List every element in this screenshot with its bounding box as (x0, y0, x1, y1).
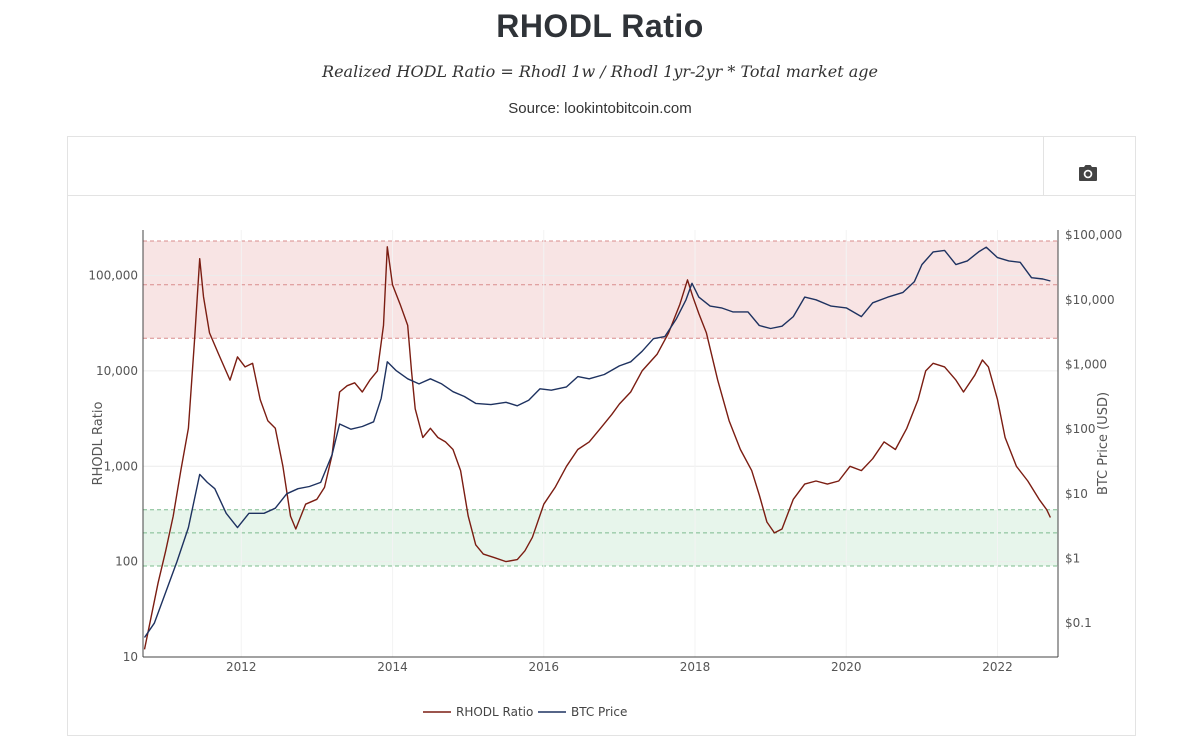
y2-tick-label: $0.1 (1065, 616, 1092, 630)
chart-card (67, 136, 1136, 736)
zone-bands (143, 240, 1058, 567)
y-tick-label: 100,000 (88, 269, 138, 283)
legend-item-btc: BTC Price (571, 705, 627, 719)
chart-axes (142, 230, 1059, 658)
axis-labels: 10 100 1,000 10,000 100,000 $0.1 $1 $10 $100 $1,0… (88, 228, 1122, 674)
chart-series (143, 246, 1052, 650)
y2-tick-label: $1 (1065, 552, 1080, 566)
btc-price-line (143, 246, 1051, 638)
y-axis-title: RHODL Ratio (91, 402, 106, 486)
x-tick-label: 2016 (529, 660, 560, 674)
x-tick-label: 2022 (982, 660, 1013, 674)
formula-subtitle: Realized HODL Ratio = Rhodl 1w / Rhodl 1… (322, 62, 878, 81)
y2-axis-title: BTC Price (USD) (1096, 392, 1111, 495)
grid-lines (143, 230, 1058, 658)
y2-tick-label: $10,000 (1065, 293, 1115, 307)
x-tick-label: 2020 (831, 660, 862, 674)
y-tick-label: 10,000 (96, 364, 138, 378)
legend-item-rhodl: RHODL Ratio (456, 705, 533, 719)
camera-icon[interactable] (1078, 164, 1102, 188)
source-label: Source: lookintobitcoin.com (508, 100, 692, 117)
red-zone-band (143, 241, 1058, 339)
chart-title: RHODL Ratio (496, 8, 704, 44)
chart-legend: RHODL Ratio BTC Price (423, 705, 627, 719)
toolbar-divider (1043, 137, 1044, 196)
x-tick-label: 2012 (226, 660, 257, 674)
y2-tick-label: $100,000 (1065, 228, 1122, 242)
y2-tick-label: $100 (1065, 422, 1096, 436)
chart-toolbar (68, 137, 1135, 196)
x-tick-label: 2014 (377, 660, 408, 674)
y-tick-label: 10 (123, 650, 138, 664)
y2-tick-label: $1,000 (1065, 357, 1107, 371)
y2-tick-label: $10 (1065, 487, 1088, 501)
y-tick-label: 100 (115, 555, 138, 569)
x-tick-label: 2018 (680, 660, 711, 674)
y-tick-label: 1,000 (104, 459, 138, 473)
rhodl-ratio-line (143, 246, 1052, 650)
green-zone-band (143, 509, 1058, 566)
